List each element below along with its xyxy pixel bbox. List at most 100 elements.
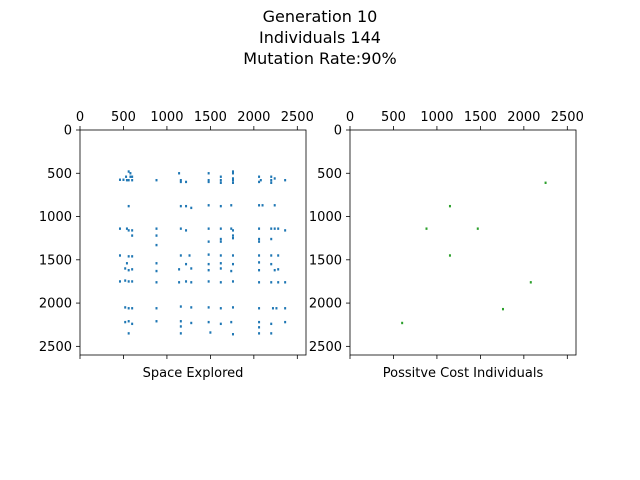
data-point xyxy=(155,227,158,230)
data-point xyxy=(219,181,222,184)
data-point xyxy=(124,306,127,309)
data-point xyxy=(127,255,130,258)
data-point xyxy=(258,240,261,243)
data-point xyxy=(131,229,134,232)
data-point xyxy=(231,306,234,309)
data-point xyxy=(258,180,261,184)
data-point xyxy=(185,262,188,266)
data-point xyxy=(190,206,193,210)
data-point xyxy=(125,175,128,178)
data-point xyxy=(207,320,210,324)
x-tick-label: 0 xyxy=(76,110,84,125)
data-point xyxy=(544,181,547,184)
data-point xyxy=(127,320,130,323)
data-point xyxy=(185,229,188,232)
data-point xyxy=(258,281,261,284)
data-point xyxy=(125,178,128,182)
x-tick-label: 2500 xyxy=(551,110,584,125)
data-point xyxy=(261,204,264,207)
data-point xyxy=(131,322,134,326)
data-point xyxy=(258,237,261,241)
scatter-panel-space-explored: 0 500 1000 1500 2000 2500 0 500 1000 1500 2000 2500… xyxy=(39,110,314,381)
data-point xyxy=(124,279,127,282)
data-point xyxy=(258,261,261,264)
data-point xyxy=(270,178,273,182)
data-point xyxy=(277,254,280,257)
data-point xyxy=(258,175,261,178)
data-point xyxy=(131,255,134,258)
data-point xyxy=(131,268,134,271)
data-point xyxy=(258,204,261,207)
plot-frame xyxy=(79,129,307,356)
data-point xyxy=(231,181,234,184)
data-point xyxy=(179,332,182,335)
x-axis-label: Space Explored xyxy=(143,366,244,381)
data-point xyxy=(219,281,222,284)
x-tick-label: 0 xyxy=(346,110,354,125)
data-point xyxy=(118,227,121,230)
y-tick-label: 1000 xyxy=(39,210,72,225)
data-point xyxy=(190,267,193,270)
y-tick-label: 2500 xyxy=(309,340,342,355)
data-point xyxy=(231,229,234,232)
x-tick-label: 1000 xyxy=(150,110,183,125)
data-point xyxy=(219,322,222,326)
scatter-panel-positive-cost: 0 500 1000 1500 2000 2500 0 500 1000 1500 2000 2500… xyxy=(309,110,584,381)
data-point xyxy=(231,254,234,257)
data-point xyxy=(273,268,276,272)
y-tick-label: 500 xyxy=(317,167,342,182)
data-point xyxy=(273,204,276,207)
data-point xyxy=(118,178,121,181)
data-point xyxy=(284,281,287,284)
data-point xyxy=(270,175,273,178)
data-point xyxy=(259,178,262,182)
data-point xyxy=(270,181,273,184)
data-point xyxy=(155,243,158,247)
data-point xyxy=(127,280,130,283)
y-tick-label: 1000 xyxy=(309,210,342,225)
data-point xyxy=(131,234,134,237)
data-point xyxy=(219,254,222,257)
data-point xyxy=(179,227,182,230)
data-point xyxy=(179,204,182,208)
data-point xyxy=(155,178,158,182)
x-tick-label: 1000 xyxy=(420,110,453,125)
data-point xyxy=(179,320,182,323)
data-point xyxy=(207,204,210,207)
data-point xyxy=(258,320,261,324)
data-point xyxy=(258,326,261,329)
data-point xyxy=(270,322,273,326)
data-point xyxy=(129,175,132,178)
x-tick-label: 1500 xyxy=(194,110,227,125)
data-point xyxy=(129,172,132,175)
x-tick-label: 500 xyxy=(111,110,136,125)
data-point xyxy=(127,204,130,208)
data-point xyxy=(207,227,210,230)
x-tick-label: 2000 xyxy=(507,110,540,125)
data-point xyxy=(270,332,273,335)
figure-title-line-2: Individuals 144 xyxy=(259,28,381,47)
data-point xyxy=(155,262,158,265)
data-point xyxy=(207,172,210,175)
data-point xyxy=(270,237,273,241)
figure-title-line-3: Mutation Rate:90% xyxy=(243,49,397,68)
data-point xyxy=(185,180,188,184)
data-point xyxy=(219,262,222,265)
data-point xyxy=(231,172,234,175)
data-point xyxy=(179,254,182,257)
data-point xyxy=(219,227,222,230)
data-point xyxy=(284,307,287,310)
x-tick-label: 500 xyxy=(381,110,406,125)
data-point xyxy=(231,177,234,180)
data-point xyxy=(448,204,451,208)
x-tick-label: 2500 xyxy=(281,110,314,125)
data-point xyxy=(179,305,182,308)
data-point xyxy=(179,180,182,184)
data-point xyxy=(270,227,273,230)
data-point xyxy=(219,204,222,208)
data-point xyxy=(258,254,261,257)
data-point xyxy=(125,227,128,230)
data-point xyxy=(219,237,222,241)
